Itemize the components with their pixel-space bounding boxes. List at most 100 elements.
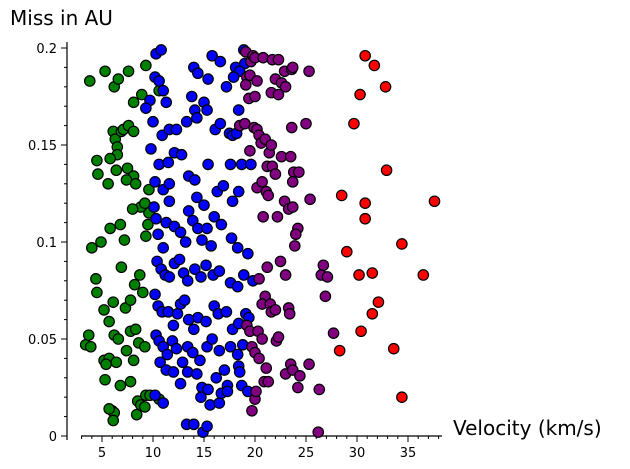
data-point xyxy=(272,88,285,101)
data-point xyxy=(160,96,173,109)
data-point xyxy=(260,362,273,374)
data-point xyxy=(110,164,123,177)
data-point xyxy=(157,84,169,97)
x-tick-label: 5 xyxy=(98,446,106,461)
data-point xyxy=(174,226,187,239)
data-point xyxy=(128,278,141,291)
data-point xyxy=(135,88,148,101)
series-red xyxy=(333,49,441,403)
x-tick-label: 10 xyxy=(145,446,162,461)
data-point xyxy=(327,327,340,339)
data-point xyxy=(114,218,127,231)
data-point xyxy=(102,178,114,190)
data-point xyxy=(139,340,151,353)
data-point xyxy=(214,117,227,130)
data-point xyxy=(173,253,186,266)
data-point xyxy=(279,81,292,93)
data-point xyxy=(321,271,334,283)
data-point xyxy=(354,88,366,101)
data-point xyxy=(178,294,191,306)
data-point xyxy=(82,329,95,341)
data-point xyxy=(249,90,261,103)
data-point xyxy=(240,79,252,91)
data-point xyxy=(417,269,430,281)
data-point xyxy=(191,368,203,380)
data-point xyxy=(142,218,154,231)
data-point xyxy=(210,371,223,384)
data-point xyxy=(368,59,381,72)
data-point xyxy=(244,145,256,157)
data-point xyxy=(121,162,134,175)
data-point xyxy=(312,426,325,438)
data-point xyxy=(95,236,107,248)
data-point xyxy=(149,389,161,402)
data-point xyxy=(167,319,180,332)
data-point xyxy=(286,61,299,74)
data-point xyxy=(355,325,367,338)
data-point xyxy=(185,90,198,103)
data-point xyxy=(90,273,102,285)
data-point xyxy=(253,273,265,285)
data-point xyxy=(118,234,131,246)
data-point xyxy=(396,391,408,403)
data-point xyxy=(231,242,244,254)
data-point xyxy=(269,168,282,180)
data-point xyxy=(91,154,103,167)
data-point xyxy=(191,191,203,204)
data-point xyxy=(107,296,120,308)
data-point xyxy=(161,348,174,361)
y-tick-label: 0.15 xyxy=(28,139,57,154)
y-tick-label: 0.1 xyxy=(36,236,57,251)
y-axis: 0 0.05 0.1 0.15 0.2 xyxy=(28,42,68,445)
data-point xyxy=(196,234,208,246)
data-point xyxy=(226,195,239,208)
data-point xyxy=(192,67,204,80)
data-point xyxy=(206,333,218,345)
data-point xyxy=(200,259,212,272)
data-point xyxy=(176,356,189,369)
data-point xyxy=(217,179,230,192)
data-point xyxy=(215,218,228,231)
data-point xyxy=(285,121,298,134)
data-point xyxy=(293,166,305,178)
data-point xyxy=(379,81,392,93)
data-point xyxy=(115,261,128,274)
data-point xyxy=(191,112,203,124)
data-point xyxy=(124,375,137,388)
data-point xyxy=(224,340,237,353)
data-point xyxy=(286,201,299,213)
data-point xyxy=(189,174,201,186)
data-point xyxy=(387,342,400,355)
data-point xyxy=(214,55,227,68)
data-point xyxy=(182,205,195,217)
data-point xyxy=(256,176,268,188)
data-point xyxy=(366,267,379,279)
data-point xyxy=(83,75,96,87)
data-point xyxy=(283,307,296,320)
data-point xyxy=(288,240,301,252)
data-point xyxy=(353,269,365,281)
data-point xyxy=(181,274,194,287)
series-blue xyxy=(140,44,259,438)
data-point xyxy=(232,185,245,198)
data-point xyxy=(104,152,116,165)
data-point xyxy=(120,344,133,357)
series-green xyxy=(79,59,165,427)
data-point xyxy=(313,383,326,396)
data-point xyxy=(250,385,262,398)
data-point xyxy=(133,269,146,281)
data-point xyxy=(428,195,441,208)
data-point xyxy=(143,183,155,196)
data-point xyxy=(157,397,169,409)
data-point xyxy=(284,150,297,163)
data-point xyxy=(202,158,214,171)
data-point xyxy=(99,373,111,386)
data-point xyxy=(272,53,285,66)
data-point xyxy=(195,271,207,283)
y-tick-label: 0.05 xyxy=(28,333,57,348)
data-point xyxy=(201,420,213,433)
data-point xyxy=(110,356,123,369)
data-point xyxy=(179,236,192,248)
data-point xyxy=(300,117,312,130)
data-point xyxy=(103,403,115,415)
